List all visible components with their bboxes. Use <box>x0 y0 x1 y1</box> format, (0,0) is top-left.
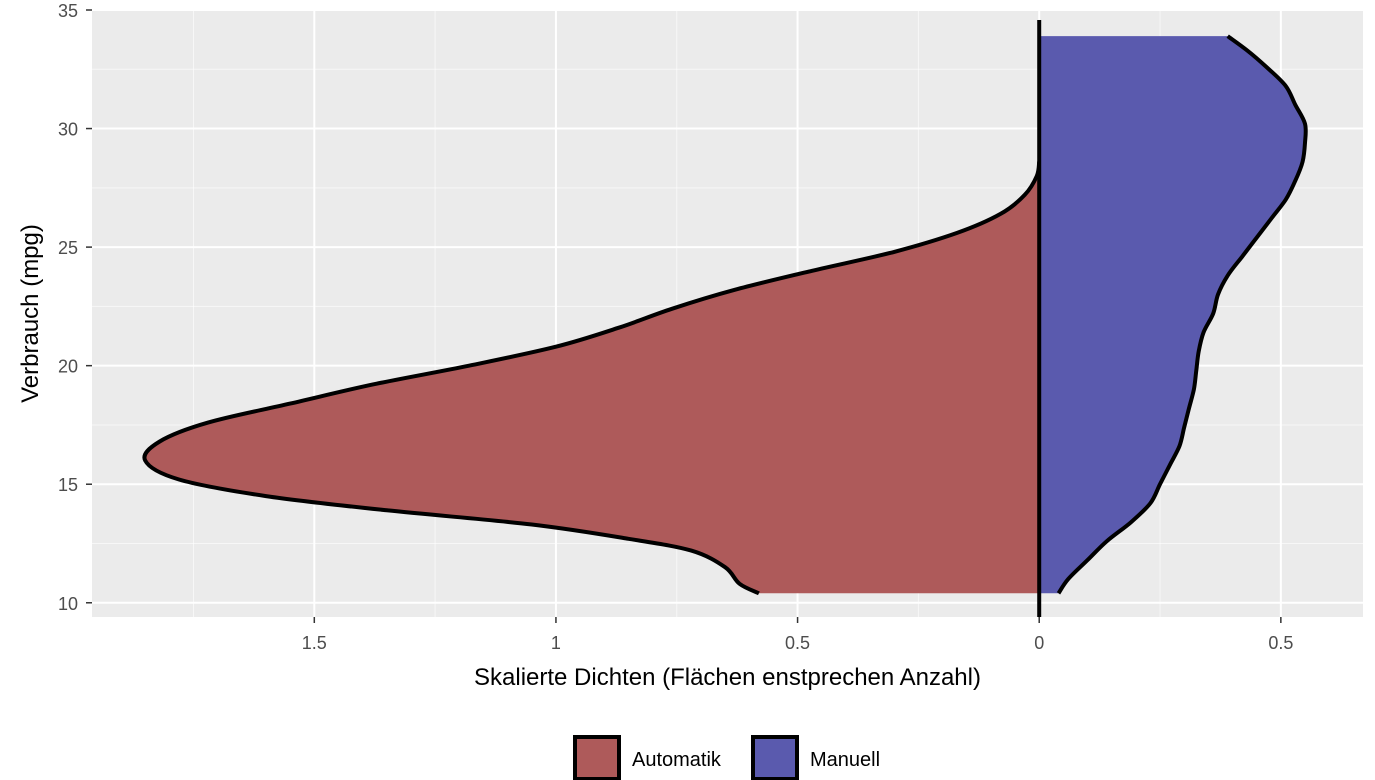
density-area-automatik <box>144 161 1040 594</box>
y-tick-label: 10 <box>58 594 78 614</box>
axis-ticks <box>86 9 1282 623</box>
y-tick-label: 25 <box>58 238 78 258</box>
x-tick-label: 1 <box>551 633 561 653</box>
y-axis-title: Verbrauch (mpg) <box>17 224 44 403</box>
x-tick-label: 0.5 <box>1268 633 1293 653</box>
legend-label-manuell: Manuell <box>810 749 880 771</box>
y-tick-label: 15 <box>58 475 78 495</box>
density-areas <box>142 34 1308 596</box>
x-axis-title: Skalierte Dichten (Flächen enstprechen A… <box>474 664 981 691</box>
legend: Automatik Manuell <box>573 735 880 780</box>
x-tick-label: 1.5 <box>302 633 327 653</box>
axis-tick-labels: 1.5 1 0.5 0 0.5 10 15 20 25 30 35 <box>58 1 1293 653</box>
density-area-manuell <box>1039 36 1306 594</box>
legend-key-manuell <box>751 735 799 780</box>
x-tick-label: 0 <box>1034 633 1044 653</box>
legend-key-automatik <box>573 735 621 780</box>
x-tick-label: 0.5 <box>785 633 810 653</box>
y-tick-label: 20 <box>58 357 78 377</box>
density-outline-manuell <box>1056 34 1308 595</box>
y-tick-label: 30 <box>58 120 78 140</box>
legend-label-automatik: Automatik <box>632 749 722 771</box>
y-tick-label: 35 <box>58 1 78 21</box>
density-outline-automatik <box>142 161 1042 596</box>
